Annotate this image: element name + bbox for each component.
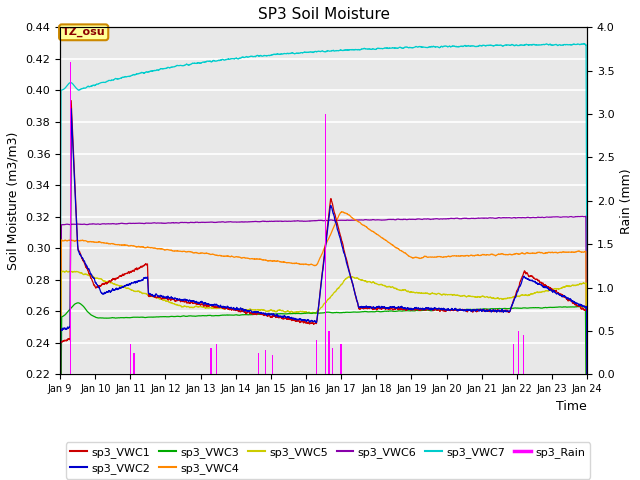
X-axis label: Time: Time bbox=[556, 400, 587, 413]
Bar bbox=[324, 114, 326, 374]
Bar bbox=[518, 331, 519, 374]
Bar bbox=[328, 331, 330, 374]
Bar bbox=[130, 344, 131, 374]
Bar bbox=[513, 344, 514, 374]
Title: SP3 Soil Moisture: SP3 Soil Moisture bbox=[257, 7, 390, 22]
Bar bbox=[216, 344, 217, 374]
Bar bbox=[70, 62, 71, 374]
Y-axis label: Rain (mm): Rain (mm) bbox=[620, 168, 633, 234]
Bar bbox=[258, 353, 259, 374]
Bar bbox=[316, 340, 317, 374]
Bar bbox=[523, 336, 525, 374]
Bar bbox=[133, 353, 134, 374]
Y-axis label: Soil Moisture (m3/m3): Soil Moisture (m3/m3) bbox=[7, 132, 20, 270]
Bar bbox=[332, 348, 333, 374]
Bar bbox=[211, 348, 212, 374]
Legend: sp3_VWC1, sp3_VWC2, sp3_VWC3, sp3_VWC4, sp3_VWC5, sp3_VWC6, sp3_VWC7, sp3_Rain: sp3_VWC1, sp3_VWC2, sp3_VWC3, sp3_VWC4, … bbox=[66, 443, 590, 479]
Bar bbox=[340, 344, 342, 374]
Bar bbox=[272, 355, 273, 374]
Bar bbox=[265, 350, 266, 374]
Text: TZ_osu: TZ_osu bbox=[62, 27, 106, 37]
